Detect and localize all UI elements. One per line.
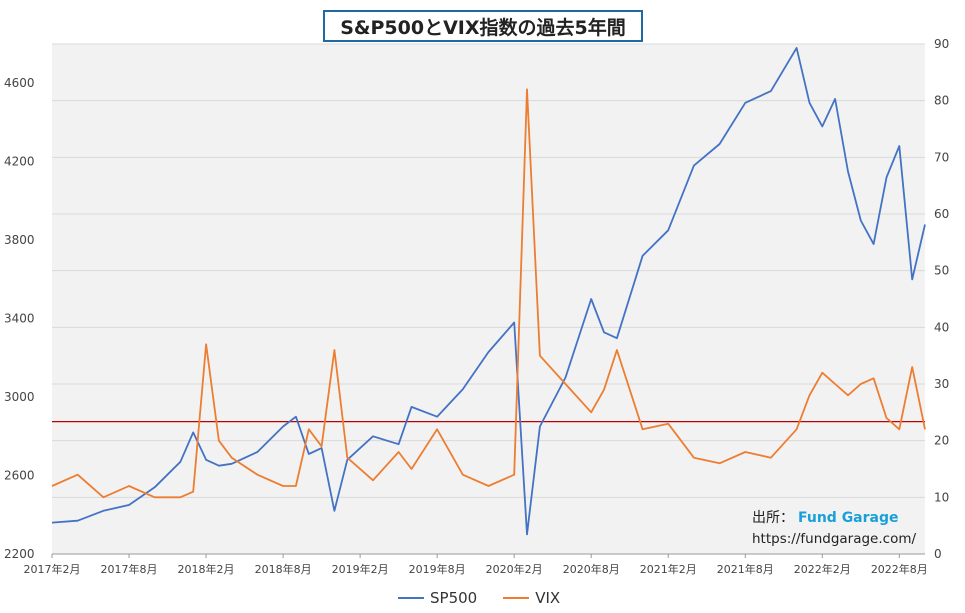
legend-swatch-sp500 [398,597,424,599]
legend-swatch-vix [503,597,530,599]
y-left-tick-label: 2200 [4,547,35,561]
legend-item-sp500: SP500 [398,589,477,607]
source-brand: Fund Garage [798,510,899,526]
sp500-line [51,47,926,536]
y-left-tick-label: 4600 [4,76,35,90]
source-label: 出所： Fund Garage [752,507,899,527]
legend-label-vix: VIX [535,589,561,607]
y-right-tick-label: 60 [934,207,949,221]
legend: SP500 VIX [398,589,560,607]
chart-title: S&P500とVIX指数の過去5年間 [323,10,643,42]
y-left-tick-label: 3400 [4,312,35,326]
axes: 2200 2600 3000 3400 3800 4200 4600 0 10 20 30 40 50 6… [4,37,949,576]
legend-item-vix: VIX [503,589,560,607]
x-tick-label: 2019年8月 [409,562,466,576]
y-right-tick-label: 30 [934,377,949,391]
vix-line [51,88,926,499]
y-left-tick-label: 4200 [4,155,35,169]
x-tick-label: 2017年8月 [101,562,158,576]
plot-area [52,44,925,554]
y-right-tick-label: 10 [934,490,949,504]
x-tick-label: 2018年2月 [178,562,235,576]
x-tick-label: 2018年8月 [255,562,312,576]
y-left-tick-label: 3800 [4,233,35,247]
x-tick-label: 2022年2月 [794,562,851,576]
legend-label-sp500: SP500 [430,589,478,607]
x-tick-label: 2017年2月 [24,562,81,576]
x-tick-label: 2019年2月 [332,562,389,576]
x-tick-label: 2021年8月 [717,562,774,576]
y-right-tick-label: 70 [934,150,949,164]
source-url: https://fundgarage.com/ [752,531,917,547]
x-tick-label: 2020年2月 [486,562,543,576]
y-left-tick-label: 3000 [4,390,35,404]
y-right-tick-label: 20 [934,434,949,448]
y-right-tick-label: 40 [934,320,949,334]
x-tick-label: 2022年8月 [871,562,928,576]
y-right-tick-label: 80 [934,94,949,108]
y-right-tick-label: 0 [934,547,942,561]
y-left-tick-label: 2600 [4,469,35,483]
y-right-tick-label: 90 [934,37,949,51]
y-right-tick-label: 50 [934,264,949,278]
x-tick-label: 2020年8月 [563,562,620,576]
series-lines [51,47,926,536]
source-prefix: 出所： [752,510,794,526]
x-tick-label: 2021年2月 [640,562,697,576]
